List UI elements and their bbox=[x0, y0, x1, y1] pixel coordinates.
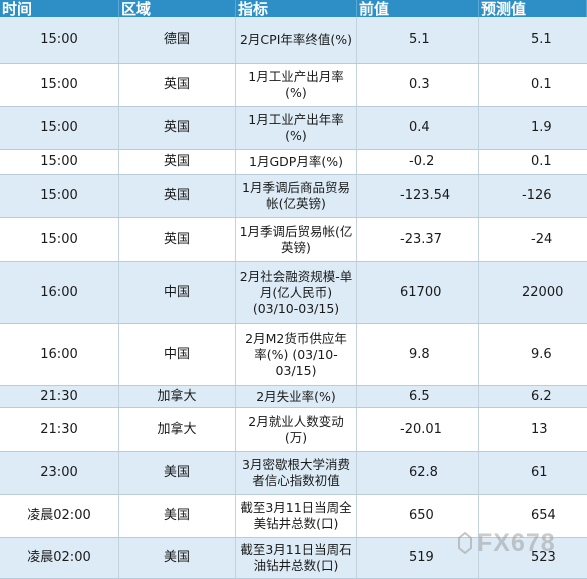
cell-indicator: 2月社会融资规模-单月(亿人民币) (03/10-03/15) bbox=[236, 262, 357, 323]
cell-forecast: 61 bbox=[531, 465, 548, 480]
cell-previous: 650 bbox=[357, 495, 479, 537]
cell-forecast: 0.1 bbox=[531, 77, 552, 92]
cell-time: 21:30 bbox=[0, 386, 119, 407]
cell-previous: -20.01 bbox=[357, 408, 479, 451]
cell-region: 英国 bbox=[119, 107, 236, 149]
cell-region: 美国 bbox=[119, 495, 236, 537]
cell-indicator: 1月工业产出年率(%) bbox=[236, 107, 357, 149]
cell-previous: 519 bbox=[357, 538, 479, 578]
table-row: 16:00 中国 2月社会融资规模-单月(亿人民币) (03/10-03/15)… bbox=[0, 262, 587, 324]
cell-region: 美国 bbox=[119, 538, 236, 578]
table-row: 21:30 加拿大 2月失业率(%) 6.5 6.2 bbox=[0, 386, 587, 408]
cell-time: 凌晨02:00 bbox=[0, 538, 119, 578]
cell-region: 加拿大 bbox=[119, 386, 236, 407]
cell-indicator: 3月密歇根大学消费者信心指数初值 bbox=[236, 452, 357, 494]
cell-region: 英国 bbox=[119, 64, 236, 106]
cell-indicator: 1月GDP月率(%) bbox=[236, 150, 357, 174]
cell-previous: -123.54 bbox=[357, 175, 479, 217]
table-row: 23:00 美国 3月密歇根大学消费者信心指数初值 62.8 61 bbox=[0, 452, 587, 495]
cell-time: 15:00 bbox=[0, 175, 119, 217]
table-row: 15:00 英国 1月季调后商品贸易帐(亿英镑) -123.54 -126 bbox=[0, 175, 587, 218]
cell-time: 15:00 bbox=[0, 218, 119, 261]
cell-time: 15:00 bbox=[0, 64, 119, 106]
cell-time: 15:00 bbox=[0, 107, 119, 149]
cell-indicator: 1月季调后商品贸易帐(亿英镑) bbox=[236, 175, 357, 217]
table-row: 凌晨02:00 美国 截至3月11日当周石油钻井总数(口) 519 523 bbox=[0, 538, 587, 579]
cell-previous: 0.4 bbox=[357, 107, 479, 149]
cell-forecast: 523 bbox=[531, 550, 556, 565]
cell-indicator: 1月季调后贸易帐(亿英镑) bbox=[236, 218, 357, 261]
header-time: 时间 bbox=[0, 0, 119, 17]
cell-indicator: 2月CPI年率终值(%) bbox=[236, 17, 357, 63]
cell-previous: 9.8 bbox=[357, 324, 479, 385]
cell-previous: 61700 bbox=[357, 262, 479, 323]
cell-previous: 62.8 bbox=[357, 452, 479, 494]
cell-previous: 5.1 bbox=[357, 17, 479, 63]
cell-indicator: 2月就业人数变动(万) bbox=[236, 408, 357, 451]
table-row: 15:00 英国 1月GDP月率(%) -0.2 0.1 bbox=[0, 150, 587, 175]
cell-time: 21:30 bbox=[0, 408, 119, 451]
cell-forecast: 654 bbox=[531, 508, 556, 523]
table-row: 15:00 德国 2月CPI年率终值(%) 5.1 5.1 bbox=[0, 17, 587, 64]
cell-indicator: 截至3月11日当周全美钻井总数(口) bbox=[236, 495, 357, 537]
table-header: 时间 区域 指标 前值 预测值 bbox=[0, 0, 587, 17]
cell-forecast: 13 bbox=[531, 421, 548, 437]
table-row: 15:00 英国 1月工业产出年率(%) 0.4 1.9 bbox=[0, 107, 587, 150]
cell-region: 中国 bbox=[119, 324, 236, 385]
header-region: 区域 bbox=[119, 0, 236, 17]
cell-region: 英国 bbox=[119, 218, 236, 261]
table-row: 15:00 英国 1月工业产出月率(%) 0.3 0.1 bbox=[0, 64, 587, 107]
header-forecast: 预测值 bbox=[479, 0, 587, 17]
cell-time: 23:00 bbox=[0, 452, 119, 494]
cell-time: 16:00 bbox=[0, 262, 119, 323]
cell-time: 15:00 bbox=[0, 17, 119, 63]
cell-time: 凌晨02:00 bbox=[0, 495, 119, 537]
cell-indicator: 截至3月11日当周石油钻井总数(口) bbox=[236, 538, 357, 578]
cell-region: 中国 bbox=[119, 262, 236, 323]
cell-forecast: -126 bbox=[522, 188, 552, 203]
cell-region: 德国 bbox=[119, 17, 236, 63]
cell-forecast: 1.9 bbox=[531, 120, 552, 135]
cell-region: 英国 bbox=[119, 175, 236, 217]
table-row: 凌晨02:00 美国 截至3月11日当周全美钻井总数(口) 650 654 bbox=[0, 495, 587, 538]
cell-time: 15:00 bbox=[0, 150, 119, 174]
table-row: 15:00 英国 1月季调后贸易帐(亿英镑) -23.37 -24 bbox=[0, 218, 587, 262]
cell-forecast: 5.1 bbox=[531, 32, 552, 47]
cell-indicator: 2月M2货币供应年率(%) (03/10-03/15) bbox=[236, 324, 357, 385]
cell-indicator: 2月失业率(%) bbox=[236, 386, 357, 407]
cell-previous: 6.5 bbox=[357, 386, 479, 407]
cell-forecast: 0.1 bbox=[531, 154, 552, 169]
cell-region: 英国 bbox=[119, 150, 236, 174]
cell-forecast: 6.2 bbox=[531, 388, 552, 404]
cell-previous: -23.37 bbox=[357, 218, 479, 261]
header-previous: 前值 bbox=[357, 0, 479, 17]
cell-previous: 0.3 bbox=[357, 64, 479, 106]
cell-forecast: 9.6 bbox=[531, 346, 552, 362]
cell-previous: -0.2 bbox=[357, 150, 479, 174]
table-row: 21:30 加拿大 2月就业人数变动(万) -20.01 13 bbox=[0, 408, 587, 452]
cell-time: 16:00 bbox=[0, 324, 119, 385]
header-indicator: 指标 bbox=[236, 0, 357, 17]
cell-region: 美国 bbox=[119, 452, 236, 494]
cell-region: 加拿大 bbox=[119, 408, 236, 451]
cell-indicator: 1月工业产出月率(%) bbox=[236, 64, 357, 106]
cell-forecast: 22000 bbox=[522, 284, 564, 300]
cell-forecast: -24 bbox=[531, 231, 553, 247]
table-row: 16:00 中国 2月M2货币供应年率(%) (03/10-03/15) 9.8… bbox=[0, 324, 587, 386]
